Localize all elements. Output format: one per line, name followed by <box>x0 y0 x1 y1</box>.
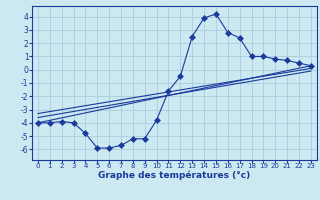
X-axis label: Graphe des températures (°c): Graphe des températures (°c) <box>98 171 251 180</box>
